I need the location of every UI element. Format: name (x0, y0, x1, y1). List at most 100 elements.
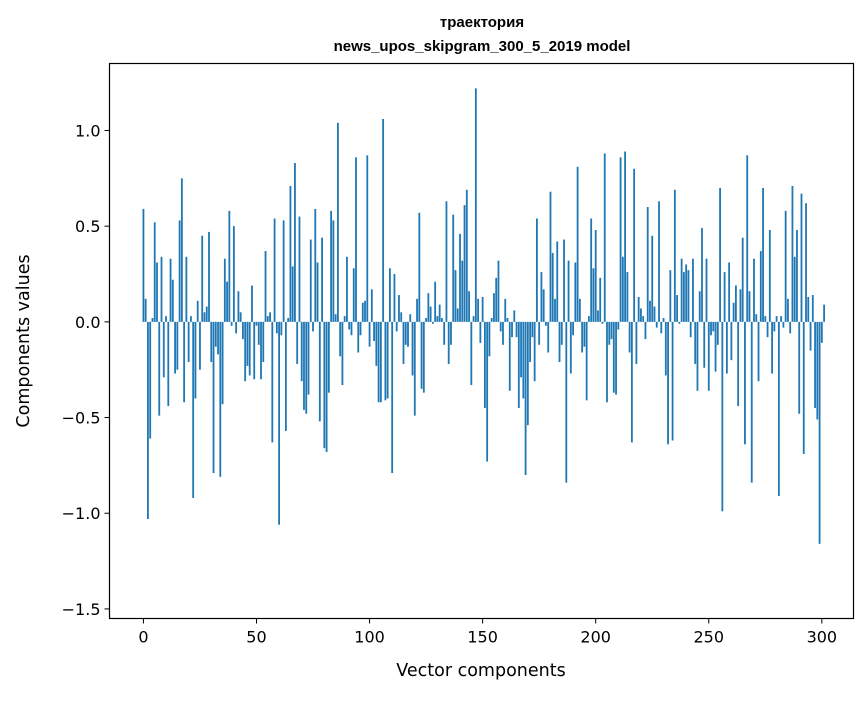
bar (296, 321, 299, 364)
bar (737, 321, 740, 407)
bar (719, 187, 721, 322)
bar (504, 298, 507, 322)
bar (502, 321, 504, 345)
bar (800, 193, 803, 322)
bar (748, 291, 751, 322)
bar (692, 258, 694, 322)
bar (721, 321, 724, 512)
bar (599, 277, 602, 322)
bar (540, 272, 543, 322)
bar (753, 258, 755, 322)
bar (680, 258, 683, 322)
bar (716, 321, 719, 345)
bar (411, 321, 414, 376)
bar (377, 321, 380, 403)
bar (807, 296, 810, 322)
bar (560, 321, 563, 345)
bar (628, 321, 631, 353)
bar (242, 321, 244, 340)
bar (185, 256, 188, 322)
bar (671, 321, 674, 441)
bar (479, 321, 482, 343)
bar (796, 230, 798, 322)
bar (201, 235, 204, 322)
bar (495, 277, 498, 322)
bar (676, 295, 679, 322)
bar (497, 260, 500, 322)
bar (183, 321, 186, 403)
bar (246, 321, 249, 366)
bar (341, 321, 344, 386)
bar (531, 321, 534, 338)
chart-title-line1: траектория (440, 14, 524, 31)
bar (316, 262, 319, 322)
bar (793, 256, 796, 322)
bar (366, 155, 369, 322)
bar (581, 321, 584, 353)
bar (284, 321, 287, 431)
bar (565, 321, 568, 483)
bar (486, 321, 489, 462)
bar (305, 321, 308, 414)
bar (470, 321, 473, 386)
bar (664, 321, 667, 376)
bar (703, 321, 706, 368)
bar (192, 321, 195, 498)
bar (673, 189, 676, 322)
bar (780, 316, 783, 322)
bar (373, 321, 375, 341)
bar (443, 321, 446, 345)
bar (685, 264, 688, 322)
bar (511, 321, 513, 338)
bar (612, 321, 615, 393)
bar (481, 296, 484, 322)
bar (294, 163, 296, 322)
bar (217, 321, 219, 355)
bar (524, 321, 527, 475)
bar (318, 321, 321, 422)
bar (472, 316, 475, 322)
bar (339, 321, 342, 357)
bar (554, 298, 556, 322)
bar (730, 321, 733, 361)
bar (766, 321, 769, 338)
bar (400, 312, 403, 322)
bar (147, 321, 149, 519)
bar (515, 321, 518, 338)
bar (379, 321, 382, 403)
bar (309, 239, 312, 322)
bar (431, 321, 434, 324)
bar (162, 321, 165, 378)
bar (655, 321, 658, 328)
x-tick-label: 50 (246, 628, 266, 647)
bar (287, 318, 290, 322)
bar (689, 321, 692, 338)
y-tick-label: −1.5 (62, 600, 101, 619)
bar (404, 321, 407, 345)
bar (384, 321, 387, 401)
bar (357, 321, 360, 353)
bar (330, 210, 333, 322)
bar (402, 321, 405, 364)
bar (180, 178, 183, 322)
bar (694, 321, 697, 364)
bar (707, 321, 710, 391)
bar (368, 321, 371, 347)
bar (644, 321, 647, 340)
bar (556, 241, 559, 322)
bar (395, 321, 398, 332)
bar (203, 312, 206, 322)
bar (219, 321, 222, 477)
bar (787, 298, 789, 322)
bar (642, 316, 645, 322)
bar (416, 298, 418, 322)
bar (621, 256, 624, 322)
bar (814, 321, 816, 408)
bar (588, 316, 590, 322)
bar (468, 291, 470, 322)
bar (816, 321, 819, 420)
bar (436, 316, 439, 322)
bar (280, 321, 283, 336)
bar (818, 321, 821, 544)
